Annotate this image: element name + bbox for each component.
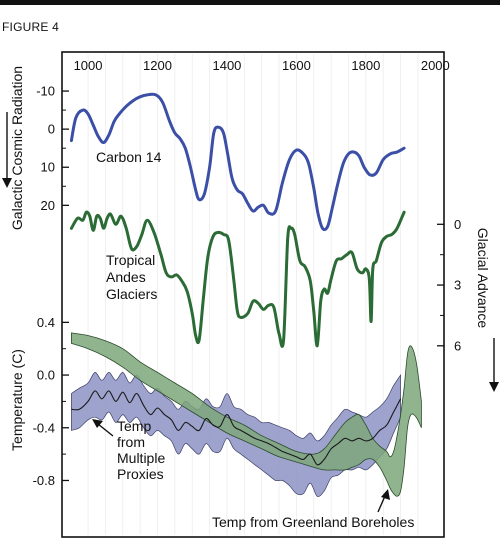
boreholes-arrow-head bbox=[381, 489, 390, 500]
temp-axis-title: Temperature (C) bbox=[9, 349, 25, 451]
cosmic-tick-label--10: -10 bbox=[36, 84, 55, 99]
x-tick-1400: 1400 bbox=[212, 58, 241, 73]
proxies-label-3: Proxies bbox=[117, 466, 164, 482]
temp-tick-label-0: 0.4 bbox=[37, 315, 55, 330]
proxies-arrow-shaft bbox=[97, 423, 114, 437]
top-rule bbox=[0, 0, 500, 5]
cosmic-arrow-head bbox=[2, 178, 12, 188]
andes-label-1: Andes bbox=[106, 269, 146, 285]
glacial-tick-label-0: 0 bbox=[454, 217, 461, 232]
x-tick-1800: 1800 bbox=[351, 58, 380, 73]
boreholes-arrow-shaft bbox=[377, 495, 386, 513]
uncertainty-bands bbox=[71, 332, 422, 497]
glacial-tick-label-3: 3 bbox=[454, 278, 461, 293]
x-tick-1200: 1200 bbox=[143, 58, 172, 73]
andes-label-0: Tropical bbox=[106, 252, 155, 268]
cosmic-axis-title: Galactic Cosmic Radiation bbox=[9, 66, 25, 230]
boreholes-band bbox=[71, 332, 422, 497]
proxies-label-0: Temp bbox=[117, 418, 151, 434]
proxies-label-2: Multiple bbox=[117, 450, 165, 466]
series-lines bbox=[69, 92, 406, 466]
gridlines bbox=[87, 54, 419, 535]
andes-label-2: Glaciers bbox=[106, 286, 157, 302]
axes: 1000 1200 1400 1600 1800 2000 -10 0 10 20 Galactic… bbox=[2, 58, 499, 488]
boreholes-label: Temp from Greenland Boreholes bbox=[212, 514, 414, 530]
carbon14-line bbox=[69, 92, 406, 232]
temp-tick-label-1: 0.0 bbox=[37, 368, 55, 383]
andes-line bbox=[69, 210, 406, 348]
proxies-line bbox=[71, 390, 402, 466]
cosmic-tick-label-0: 0 bbox=[48, 122, 55, 137]
x-tick-2000: 2000 bbox=[421, 58, 450, 73]
x-tick-1000: 1000 bbox=[74, 58, 103, 73]
cosmic-tick-label-20: 20 bbox=[41, 198, 55, 213]
x-tick-1600: 1600 bbox=[282, 58, 311, 73]
carbon14-label: Carbon 14 bbox=[96, 149, 162, 165]
glacial-tick-label-6: 6 bbox=[454, 338, 461, 353]
temp-tick-label-2: -0.4 bbox=[33, 420, 55, 435]
cosmic-tick-label-10: 10 bbox=[41, 160, 55, 175]
temp-tick-label-3: -0.8 bbox=[33, 473, 55, 488]
proxies-arrow-head bbox=[92, 419, 103, 428]
plot-frame bbox=[61, 51, 445, 538]
glacial-axis-title: Glacial Advance bbox=[475, 228, 491, 329]
glacial-arrow-head bbox=[489, 382, 499, 392]
figure-label: FIGURE 4 bbox=[2, 20, 59, 34]
proxies-label-1: from bbox=[117, 434, 145, 450]
